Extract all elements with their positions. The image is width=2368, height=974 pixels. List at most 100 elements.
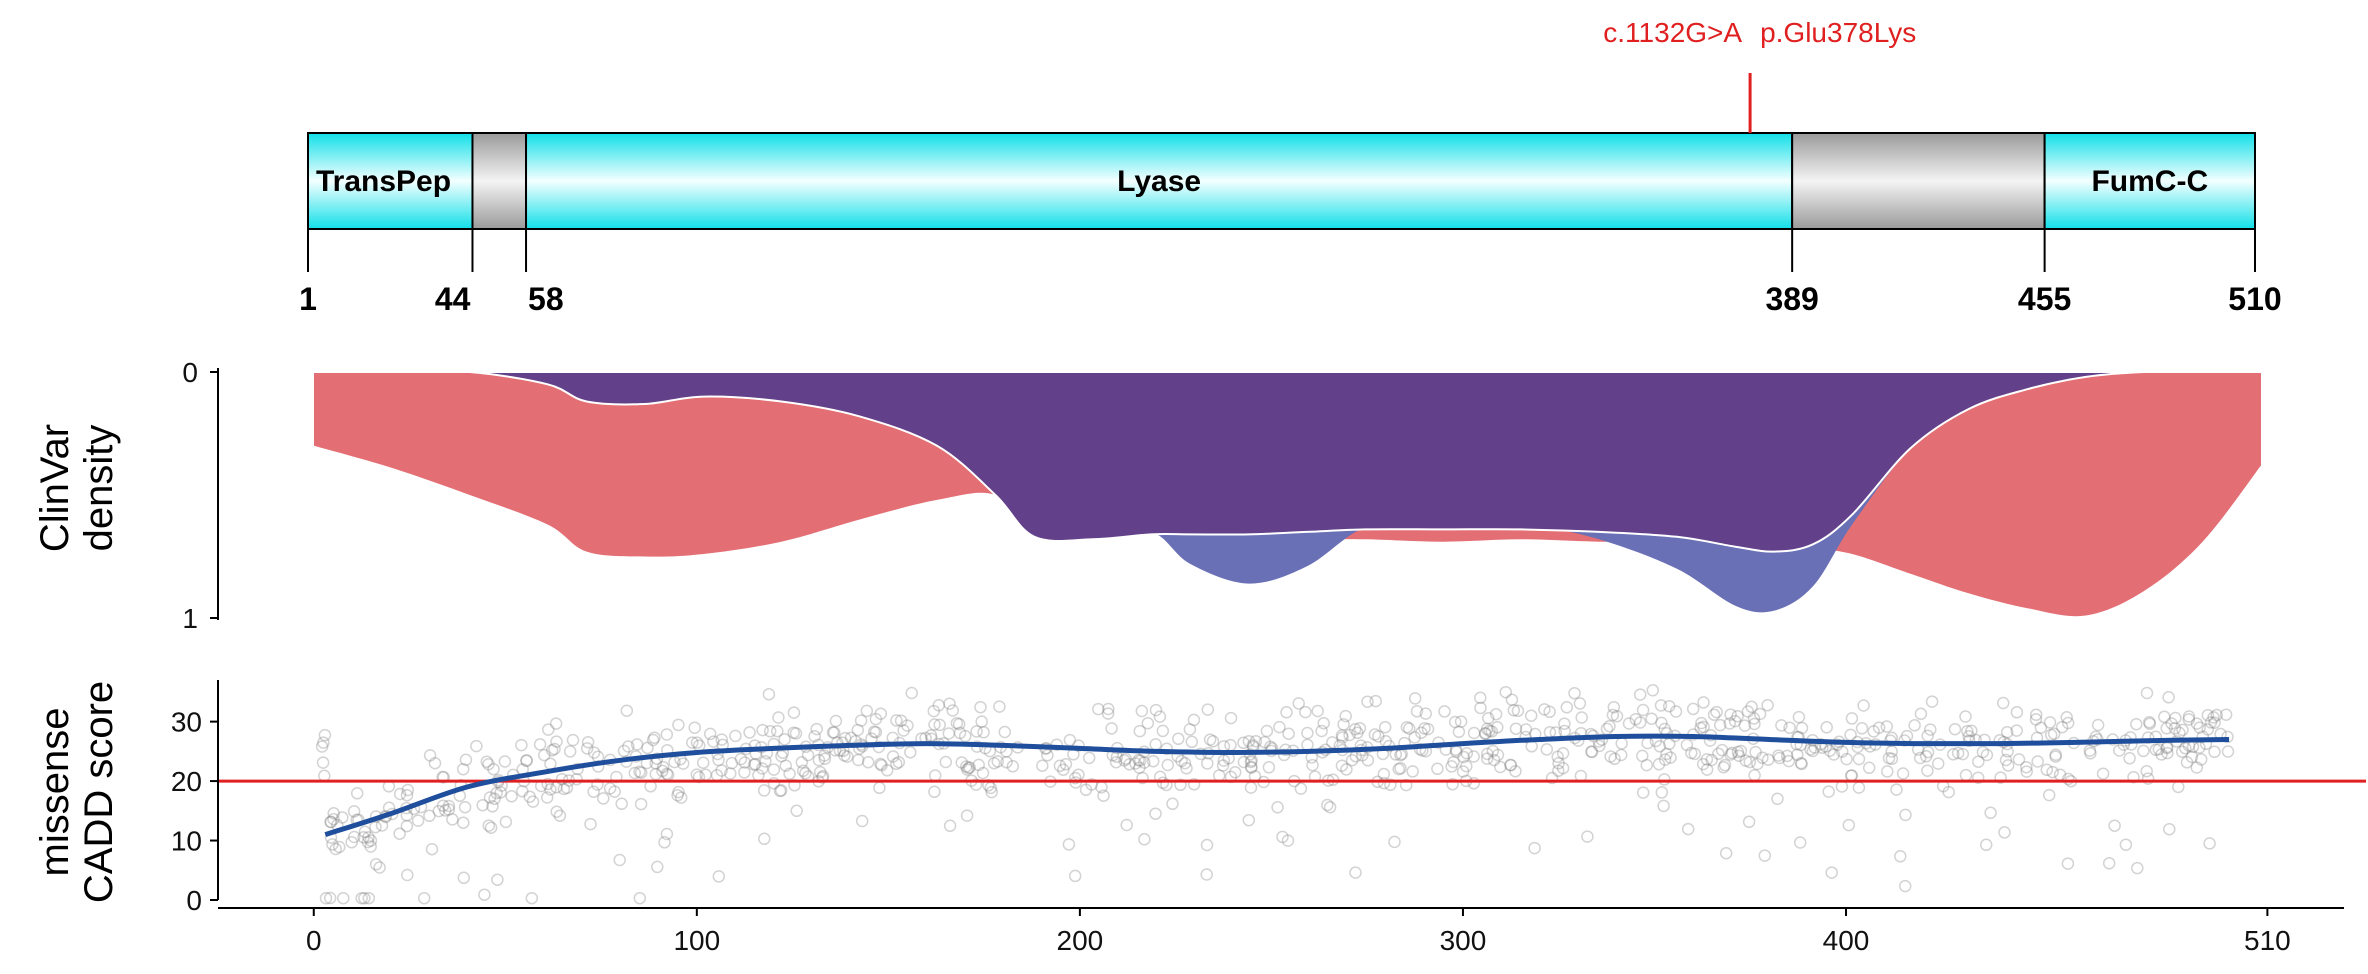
cadd-point — [715, 733, 728, 746]
cadd-point — [1138, 833, 1151, 846]
cadd-point — [1572, 734, 1585, 747]
cadd-point — [1447, 755, 1460, 769]
cadd-point — [1585, 745, 1599, 759]
cadd-point — [1317, 716, 1330, 730]
domain-label-4: FumC-C — [2091, 165, 2208, 198]
cadd-point — [2208, 745, 2221, 759]
cadd-point — [1898, 879, 1912, 893]
cadd-points — [315, 684, 2235, 905]
cadd-point — [2137, 744, 2150, 758]
cadd-point — [1149, 738, 1162, 751]
cadd-point — [1835, 780, 1849, 793]
cadd-point — [1200, 868, 1213, 881]
cadd-point — [1242, 813, 1256, 827]
cadd-point — [2046, 765, 2059, 779]
cadd-point — [1057, 763, 1070, 776]
cadd-point — [1780, 749, 1794, 763]
cadd-point — [1573, 697, 1587, 710]
cadd-point — [1149, 703, 1163, 717]
cadd-point — [1408, 692, 1422, 705]
cadd-point — [1072, 739, 1085, 752]
cadd-point — [2034, 721, 2048, 734]
cadd-point — [2163, 822, 2176, 836]
cadd-point — [2010, 724, 2023, 737]
cadd-point — [2127, 770, 2140, 784]
cadd-point — [1568, 686, 1581, 700]
cadd-point — [1827, 748, 1841, 761]
cadd-point — [1749, 745, 1762, 759]
cadd-point — [1467, 726, 1481, 740]
cadd-point — [1079, 783, 1093, 797]
cadd-point — [2000, 725, 2014, 739]
cadd-point — [756, 723, 769, 737]
cadd-point — [774, 784, 788, 797]
cadd-point — [2061, 716, 2075, 730]
cadd-point — [369, 820, 382, 834]
cadd-point — [1323, 800, 1337, 814]
cadd-point — [488, 792, 501, 806]
cadd-point — [1394, 762, 1407, 775]
cadd-point — [943, 697, 956, 710]
cadd-point — [1581, 830, 1594, 843]
cadd-point — [1448, 715, 1462, 729]
cadd-point — [1172, 732, 1185, 746]
cadd-point — [1105, 722, 1118, 735]
cadd-point — [1276, 830, 1289, 844]
cadd-point — [1216, 759, 1230, 772]
cadd-point — [651, 860, 664, 874]
cadd-point — [1925, 695, 1939, 708]
cadd-point — [854, 714, 868, 727]
cadd-point — [523, 790, 536, 803]
cadd-point — [985, 785, 998, 799]
cadd-point — [1773, 751, 1786, 765]
cadd-point — [975, 715, 988, 728]
density-ylabel-line1: ClinVar — [33, 424, 77, 552]
cadd-point — [1273, 720, 1286, 734]
cadd-point — [1558, 717, 1571, 730]
cadd-point — [1299, 705, 1312, 719]
cadd-point — [960, 809, 974, 822]
cadd-point — [860, 704, 874, 718]
cadd-point — [520, 754, 533, 767]
cadd-point — [1524, 709, 1538, 722]
cadd-point — [437, 771, 450, 784]
cadd-point — [541, 777, 554, 791]
cadd-point — [369, 858, 383, 871]
cadd-point — [1783, 721, 1796, 734]
cadd-point — [873, 781, 886, 795]
density-ytick-label-1: 1 — [182, 603, 198, 634]
cadd-point — [880, 764, 894, 777]
cadd-point — [1898, 734, 1911, 747]
cadd-point — [622, 740, 635, 753]
cadd-point — [358, 891, 371, 905]
cadd-point — [763, 725, 777, 738]
cadd-point — [1976, 745, 1990, 759]
cadd-point — [1277, 748, 1291, 762]
cadd-point — [1201, 757, 1214, 770]
cadd-point — [1224, 711, 1238, 725]
cadd-point — [1050, 738, 1063, 751]
cadd-point — [928, 718, 941, 731]
cadd-point — [2161, 746, 2174, 760]
cadd-point — [482, 819, 496, 832]
variant-cdna-label: c.1132G>A — [1603, 17, 1742, 48]
cadd-point — [544, 757, 557, 771]
cadd-point — [1857, 699, 1870, 712]
cadd-point — [1135, 704, 1149, 718]
cadd-point — [1951, 746, 1965, 760]
cadd-point — [977, 726, 990, 739]
cadd-point — [457, 816, 470, 829]
cadd-point — [525, 891, 539, 905]
cadd-point — [1669, 705, 1683, 718]
cadd-point — [423, 749, 437, 762]
cadd-point — [641, 741, 654, 755]
cadd-point — [324, 815, 338, 829]
cadd-point — [1551, 750, 1564, 764]
cadd-point — [787, 726, 800, 739]
cadd-point — [1245, 760, 1258, 774]
cadd-point — [2020, 765, 2033, 778]
cadd-point — [703, 727, 717, 741]
cadd-point — [773, 784, 787, 798]
cadd-point — [1538, 703, 1551, 716]
